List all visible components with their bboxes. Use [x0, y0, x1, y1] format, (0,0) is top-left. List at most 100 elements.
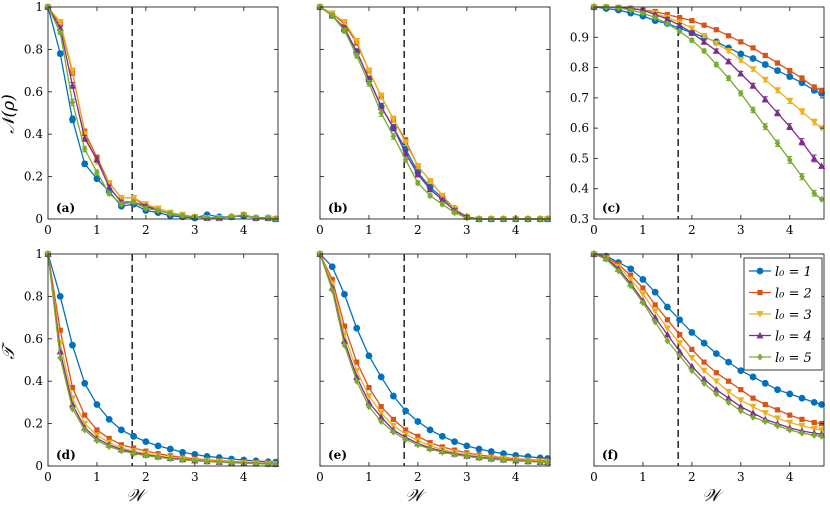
data-point [402, 435, 409, 444]
data-point [69, 341, 76, 349]
x-tick-label: 0 [590, 223, 598, 237]
x-tick-label: 1 [365, 223, 373, 237]
data-point [798, 138, 806, 145]
plot-background [48, 7, 278, 219]
data-point [810, 154, 818, 162]
data-point [817, 162, 826, 169]
legend-item-4: l₀ = 4 [749, 330, 812, 345]
data-point [762, 123, 769, 131]
data-point [701, 47, 707, 55]
data-point [438, 196, 446, 203]
data-point [353, 324, 361, 332]
data-point [773, 87, 782, 94]
data-point [713, 370, 719, 376]
data-point [798, 422, 806, 430]
panel-d: 0 1 2 3 4 0 0.2 0.4 0.6 0.8 1 (d) [24, 247, 280, 484]
data-point [204, 457, 210, 466]
data-point [130, 449, 137, 458]
data-point [94, 436, 100, 445]
series-5 [45, 3, 279, 223]
data-point [663, 330, 672, 338]
data-point [353, 367, 361, 375]
data-point [676, 316, 684, 324]
legend-marker [756, 311, 764, 318]
data-point [475, 445, 483, 453]
data-point [713, 390, 720, 398]
y-tick-label: 0 [35, 459, 43, 473]
data-point [737, 57, 745, 64]
data-point [525, 457, 531, 466]
data-point [761, 76, 769, 84]
data-point [773, 109, 782, 116]
data-point [228, 459, 235, 467]
legend-label: l₀ = 3 [775, 308, 812, 323]
data-point [652, 302, 658, 308]
data-point [378, 417, 385, 426]
series-5 [317, 250, 551, 467]
x-tick-label: 1 [93, 470, 101, 484]
data-point [105, 183, 113, 191]
data-point [154, 442, 162, 450]
data-point [688, 36, 695, 44]
panels-layer: 0 1 2 3 400.20.40.60.81(a)0 1 2 3 4(b)0 1 2 3 40.30.… [24, 0, 826, 484]
data-point [774, 407, 781, 413]
legend-item-1: l₀ = 1 [749, 265, 812, 280]
data-point [664, 337, 671, 345]
data-point [69, 98, 76, 106]
data-point [118, 447, 125, 455]
data-point [627, 6, 634, 14]
y-tick-label: 0.4 [24, 374, 43, 388]
data-point [463, 452, 470, 461]
x-tick-label: 4 [786, 470, 794, 484]
data-point [712, 386, 720, 393]
panel-label: (f) [602, 448, 619, 462]
legend: l₀ = 1 l₀ = 2 l₀ = 3 l₀ = 4 l₀ = 5 [743, 257, 823, 371]
data-point [155, 453, 161, 461]
data-point [537, 458, 544, 466]
data-point [799, 75, 805, 81]
data-point [402, 156, 409, 164]
x-tick-label: 0 [316, 470, 324, 484]
axes-box [47, 253, 279, 467]
legend-marker [756, 267, 764, 275]
data-point [105, 415, 113, 423]
data-point [689, 346, 695, 352]
data-point [761, 379, 769, 387]
data-point [688, 367, 695, 375]
data-point [426, 185, 434, 193]
data-point [142, 438, 150, 446]
data-point [713, 60, 720, 69]
x-tick-label: 2 [414, 223, 422, 237]
data-point [414, 179, 421, 187]
data-point [774, 67, 781, 74]
data-point [818, 195, 825, 203]
data-point [664, 20, 671, 28]
data-point [414, 170, 422, 178]
data-point [166, 445, 174, 453]
data-point [253, 460, 259, 468]
data-point [818, 401, 825, 408]
y-tick-label: 0.8 [24, 289, 43, 303]
data-point [56, 18, 64, 26]
y-tick-label: 0.3 [570, 212, 589, 226]
data-point [663, 325, 672, 332]
data-point [402, 407, 410, 415]
data-point [353, 373, 361, 380]
data-point [341, 26, 348, 34]
data-point [737, 50, 745, 58]
data-point [340, 18, 349, 26]
data-point [688, 329, 696, 336]
data-point [762, 52, 768, 59]
x-tick-label: 3 [737, 223, 745, 237]
data-point [427, 440, 433, 446]
data-point [749, 55, 757, 62]
data-point [389, 124, 398, 131]
data-point [130, 194, 138, 202]
data-point [651, 308, 659, 315]
data-point [240, 211, 247, 219]
data-point [451, 209, 458, 217]
data-point [725, 398, 732, 406]
data-point [68, 67, 77, 75]
data-point [786, 156, 793, 164]
data-point [786, 419, 794, 427]
